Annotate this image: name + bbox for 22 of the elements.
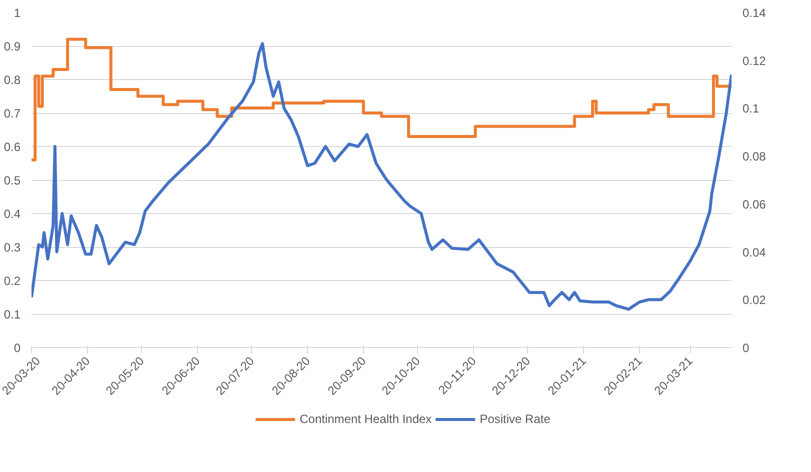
y-tick-label: 0.7 [4,106,21,120]
y-tick-label: 0.8 [4,73,21,87]
y-tick-label: 0.4 [4,207,21,221]
y-tick-label: 1 [14,6,21,20]
y-tick-label: 0.5 [4,174,21,188]
y2-tick-label: 0.04 [742,245,766,260]
y2-tick-label: 0.02 [742,293,766,308]
y2-tick-label: 0.1 [742,102,760,116]
line-series [32,42,732,311]
y2-tick-label: 0.12 [742,54,766,68]
y-tick-label: 0.2 [4,274,21,288]
y-tick-label: 0.9 [4,40,21,54]
y-tick-label: 0.3 [4,240,21,254]
y-tick-label: 0.1 [4,308,21,322]
y-tick-label: 0.6 [4,140,21,154]
y2-tick-label: 0.06 [742,197,766,212]
y-tick-label: 0 [14,341,21,355]
legend-label: Continment Health Index [300,412,432,426]
y2-tick-label: 0.08 [742,150,766,164]
legend-label: Positive Rate [480,412,550,426]
y2-tick-label: 0 [742,341,750,355]
y2-tick-label: 0.14 [742,6,766,20]
